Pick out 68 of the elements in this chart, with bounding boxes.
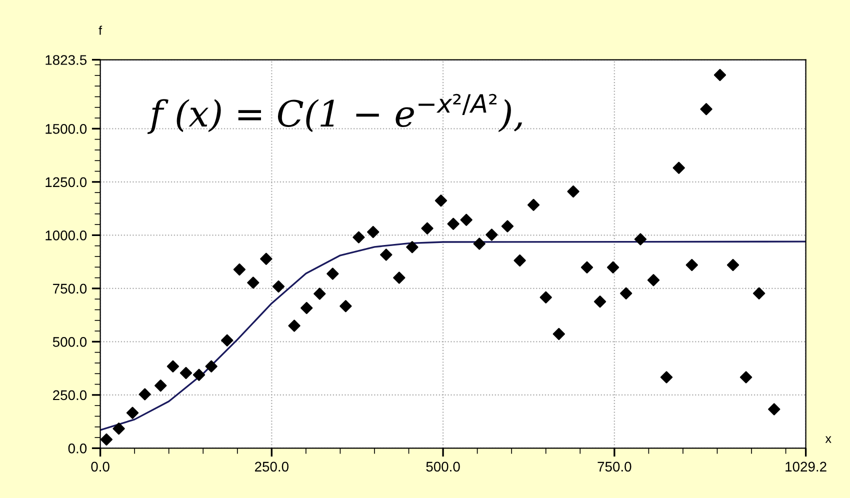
- y-tick-label: 750.0: [53, 284, 87, 294]
- point: [740, 371, 752, 384]
- point: [112, 422, 125, 435]
- y-axis-title: f: [98, 26, 102, 35]
- x-tick-label: 750.0: [598, 462, 632, 472]
- point: [314, 288, 326, 300]
- y-tick-label: 0.0: [68, 444, 87, 454]
- point: [406, 241, 418, 254]
- point: [752, 287, 766, 300]
- point: [594, 296, 606, 308]
- point: [247, 276, 260, 289]
- point: [326, 268, 339, 280]
- point: [486, 228, 498, 241]
- point: [447, 218, 460, 230]
- point: [434, 194, 448, 207]
- point: [340, 300, 352, 312]
- point: [221, 334, 234, 346]
- point: [272, 280, 285, 293]
- point: [501, 220, 514, 232]
- point: [714, 68, 726, 82]
- point: [380, 248, 392, 261]
- point: [700, 103, 712, 116]
- point: [567, 185, 580, 198]
- x-tick-label: 1029.2: [786, 462, 826, 472]
- point: [660, 371, 673, 384]
- point: [620, 287, 632, 300]
- y-tick-label: 1250.0: [46, 177, 87, 188]
- point: [606, 261, 620, 274]
- point: [205, 360, 218, 372]
- point: [552, 328, 565, 340]
- point: [138, 388, 151, 400]
- point: [300, 302, 313, 314]
- point: [768, 403, 780, 416]
- point: [367, 226, 380, 238]
- point: [527, 198, 540, 212]
- point: [726, 258, 740, 272]
- point: [540, 291, 552, 304]
- x-tick-label: 250.0: [254, 462, 289, 472]
- x-axis-title: x: [825, 436, 832, 443]
- point: [166, 360, 180, 372]
- point: [686, 258, 698, 272]
- point: [154, 380, 167, 392]
- line-series: [100, 240, 806, 431]
- point: [233, 263, 246, 276]
- point: [580, 261, 594, 274]
- point: [126, 406, 139, 419]
- y-tick-label: 1823.5: [46, 55, 87, 65]
- annotation: f (x) = C(1 − e$^{−x²/A²}$),: [147, 94, 522, 134]
- x-tick-label: 0.0: [91, 462, 110, 472]
- point: [100, 433, 113, 446]
- point: [647, 274, 660, 286]
- point: [180, 366, 192, 380]
- y-tick-label: 1500.0: [46, 124, 87, 134]
- point: [672, 162, 685, 174]
- point: [260, 252, 272, 265]
- point: [634, 233, 647, 246]
- point: [421, 222, 434, 234]
- y-tick-label: 250.0: [53, 390, 87, 400]
- y-tick-label: 500.0: [52, 337, 87, 347]
- point: [460, 214, 472, 226]
- point: [288, 320, 300, 332]
- point: [192, 368, 206, 381]
- point: [473, 238, 486, 250]
- y-tick-label: 1000.0: [46, 230, 87, 240]
- point: [514, 254, 526, 267]
- x-tick-label: 500.0: [426, 462, 460, 472]
- point: [352, 231, 365, 244]
- point: [393, 272, 406, 284]
